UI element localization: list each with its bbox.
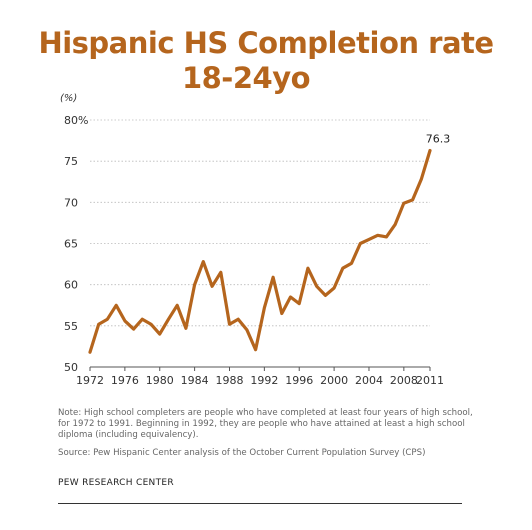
y-tick-label: 55 (64, 320, 78, 333)
x-tick-label: 1996 (285, 374, 313, 387)
y-tick-label: 70 (64, 196, 78, 209)
annotation-group: 76.3 (426, 132, 451, 145)
series-group (88, 148, 432, 354)
x-tick-label: 1984 (181, 374, 209, 387)
y-tick-label: 75 (64, 155, 78, 168)
chart-title: Hispanic HS Completion rate (38, 26, 494, 60)
x-tick-label: 1992 (250, 374, 278, 387)
end-value-label: 76.3 (426, 132, 451, 145)
y-axis-ticks: 50 55 60 65 70 75 80% (64, 114, 88, 374)
y-tick-label: 80% (64, 114, 88, 127)
note-text: Note: High school completers are people … (58, 408, 473, 440)
y-tick-label: 65 (64, 238, 78, 251)
x-tick-label: 1976 (111, 374, 139, 387)
x-tick-label: 2008 (390, 374, 418, 387)
y-tick-label: 60 (64, 279, 78, 292)
y-tick-label: 50 (64, 361, 78, 374)
line-chart: (%) 50 55 60 65 70 75 80% 1972 1976 1980 1984 1988… (60, 93, 451, 387)
x-tick-label: 2004 (355, 374, 383, 387)
x-axis-ticks: 1972 1976 1980 1984 1988 1992 1996 2000 2004 2008… (76, 367, 444, 387)
chart-subtitle: 18-24yo (181, 61, 311, 95)
source-text: Source: Pew Hispanic Center analysis of … (58, 448, 426, 458)
x-tick-label: 2000 (320, 374, 348, 387)
x-tick-label: 1980 (146, 374, 174, 387)
x-tick-label: 2011 (416, 374, 444, 387)
x-tick-label: 1988 (215, 374, 243, 387)
gridlines (90, 119, 430, 368)
unit-label: (%) (60, 93, 77, 104)
bottom-rule (58, 503, 462, 504)
series-line (88, 148, 432, 354)
credit-text: PEW RESEARCH CENTER (58, 478, 174, 488)
x-tick-label: 1972 (76, 374, 104, 387)
